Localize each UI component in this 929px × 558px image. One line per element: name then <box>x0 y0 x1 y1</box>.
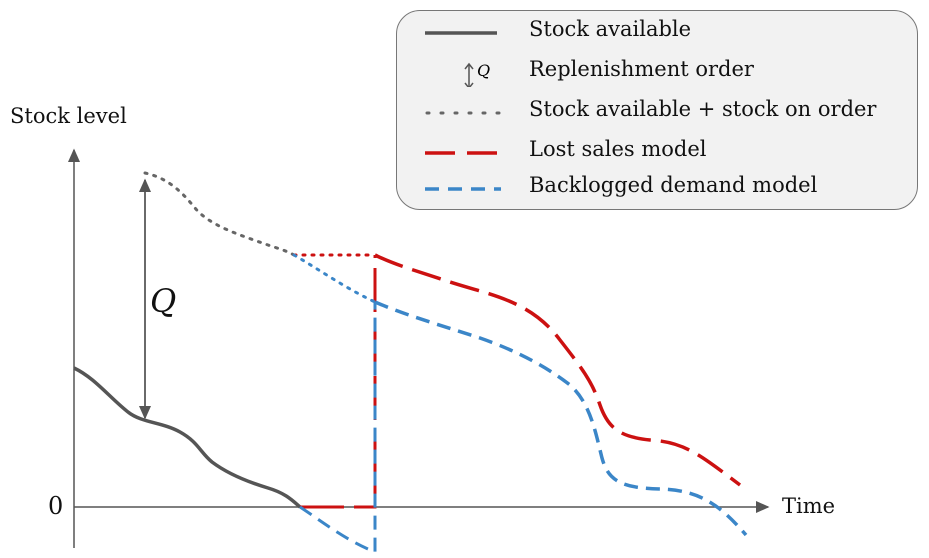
zero-label: 0 <box>48 492 64 520</box>
legend-item-stock-plus-order: Stock available + stock on order <box>397 95 919 129</box>
legend-label: Backlogged demand model <box>529 173 818 197</box>
backlogged-dotted <box>292 253 377 304</box>
legend-label: Lost sales model <box>529 137 707 161</box>
dotted-line-icon <box>425 111 505 115</box>
stock-available-curve <box>73 366 302 509</box>
dashed-red-line-icon <box>425 151 501 155</box>
dashed-blue-line-icon <box>425 187 501 191</box>
legend-item-replenishment-order: Q Replenishment order <box>397 55 919 89</box>
y-axis-label: Stock level <box>10 104 127 128</box>
legend: Stock available Q Replenishment order St… <box>396 10 918 210</box>
x-axis-label: Time <box>782 494 836 518</box>
legend-label: Replenishment order <box>529 57 754 81</box>
stock-plus-order-curve <box>143 171 296 257</box>
lost-sales-zero-segment <box>300 255 377 509</box>
lost-sales-curve <box>374 253 742 487</box>
legend-q-symbol: Q <box>477 61 491 80</box>
legend-label: Stock available + stock on order <box>529 97 877 121</box>
legend-label: Stock available <box>529 17 692 41</box>
legend-item-lost-sales: Lost sales model <box>397 135 919 169</box>
legend-item-stock-available: Stock available <box>397 15 919 49</box>
legend-item-backlogged: Backlogged demand model <box>397 171 919 205</box>
backlogged-below-zero <box>299 302 377 555</box>
double-arrow-icon <box>464 62 474 87</box>
backlogged-curve <box>374 300 748 537</box>
solid-line-icon <box>425 31 497 35</box>
order-quantity-label: Q <box>150 282 177 320</box>
